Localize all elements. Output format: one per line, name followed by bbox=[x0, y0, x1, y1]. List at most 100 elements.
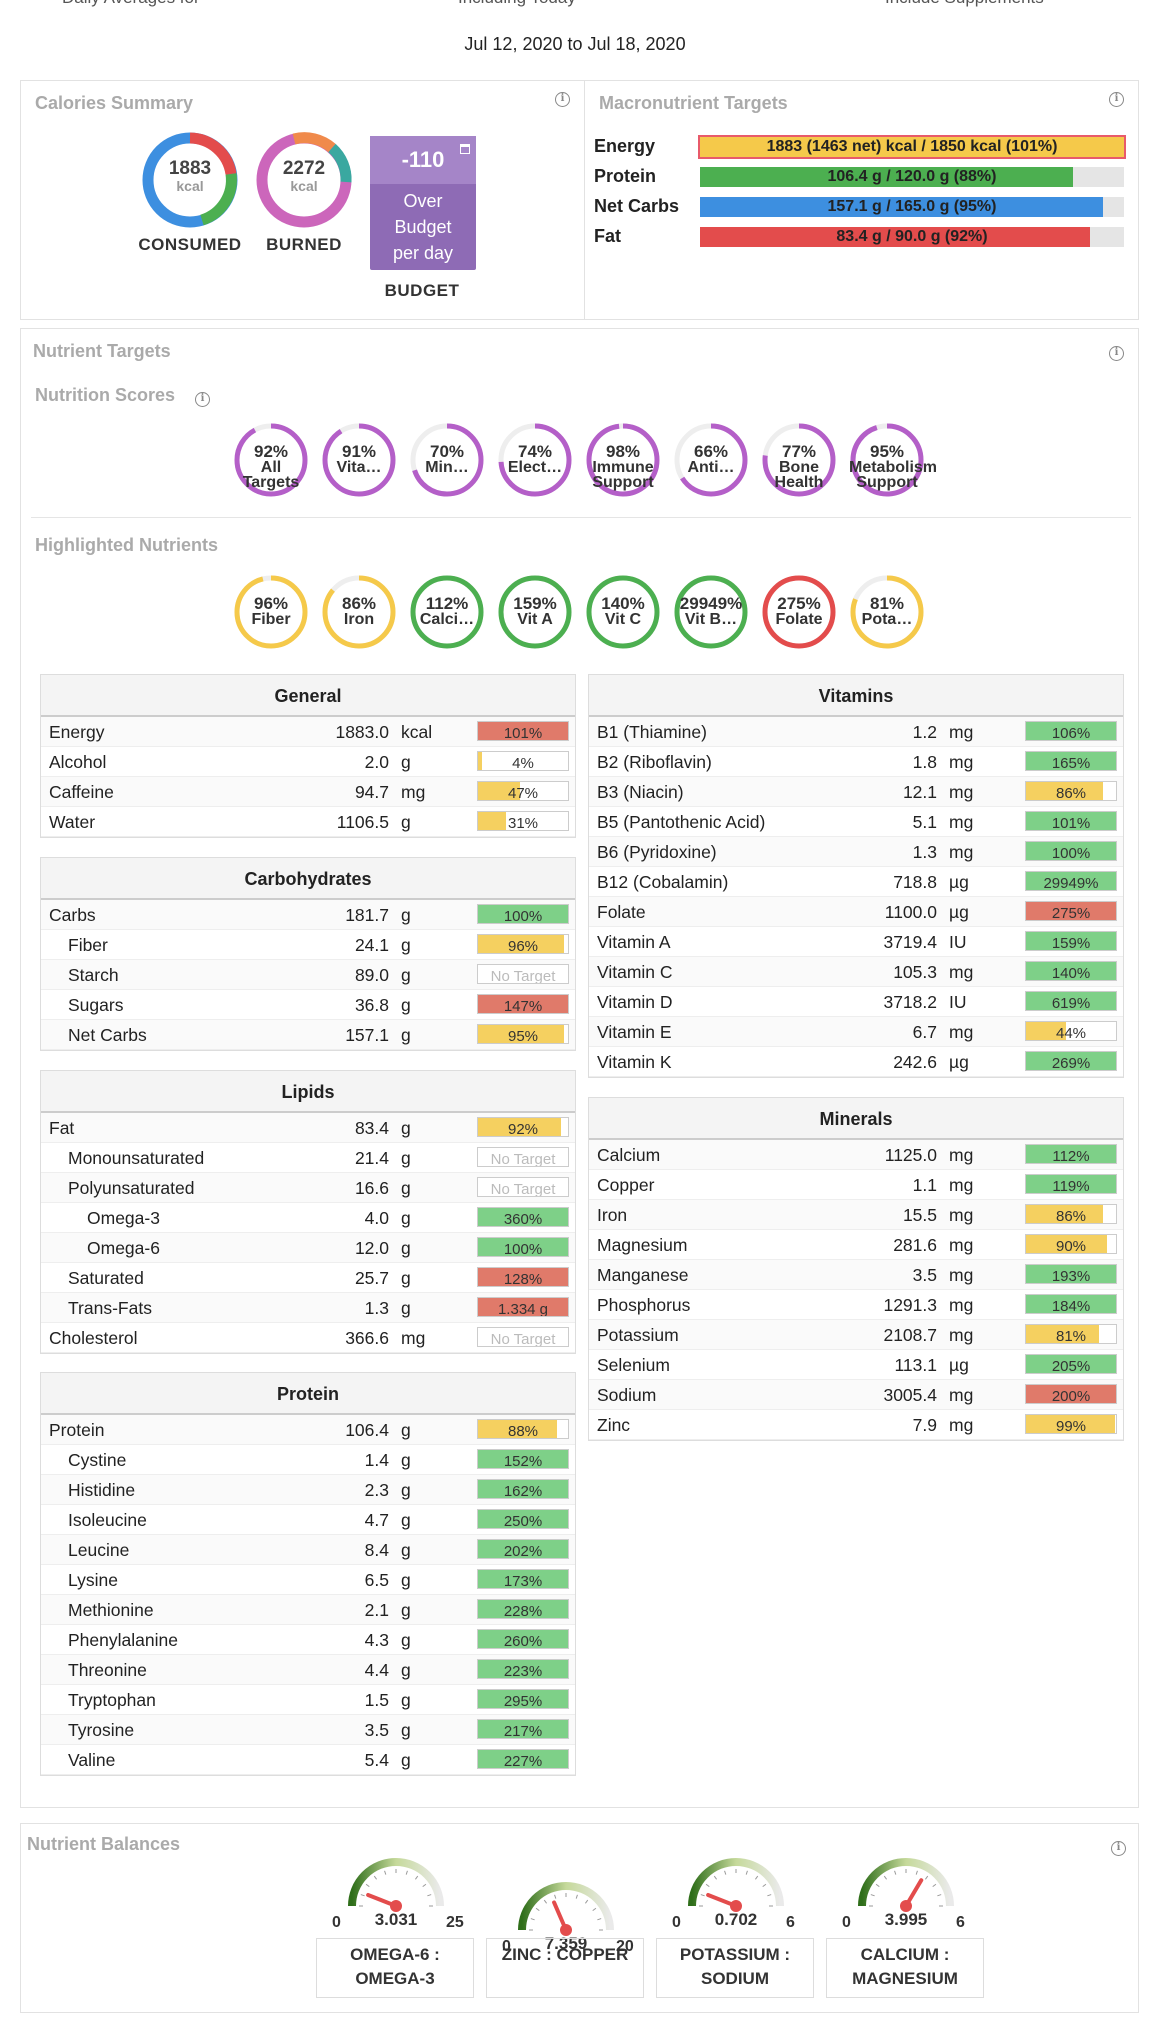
gauge-max: 6 bbox=[956, 1914, 965, 1931]
table-row[interactable]: Calcium 1125.0 mg 112% bbox=[589, 1140, 1123, 1170]
table-row[interactable]: Histidine 2.3 g 162% bbox=[41, 1475, 575, 1505]
table-row[interactable]: Selenium 113.1 µg 205% bbox=[589, 1350, 1123, 1380]
table-row[interactable]: Sugars 36.8 g 147% bbox=[41, 990, 575, 1020]
table-row[interactable]: Fiber 24.1 g 96% bbox=[41, 930, 575, 960]
table-row[interactable]: Cholesterol 366.6 mg No Target bbox=[41, 1323, 575, 1353]
table-row[interactable]: Fat 83.4 g 92% bbox=[41, 1113, 575, 1143]
table-row[interactable]: Vitamin E 6.7 mg 44% bbox=[589, 1017, 1123, 1047]
table-row[interactable]: Monounsaturated 21.4 g No Target bbox=[41, 1143, 575, 1173]
table-row[interactable]: Energy 1883.0 kcal 101% bbox=[41, 717, 575, 747]
table-row[interactable]: Zinc 7.9 mg 99% bbox=[589, 1410, 1123, 1440]
info-icon[interactable]: i bbox=[1111, 1841, 1126, 1856]
table-row[interactable]: Valine 5.4 g 227% bbox=[41, 1745, 575, 1775]
table-row[interactable]: Sodium 3005.4 mg 200% bbox=[589, 1380, 1123, 1410]
table-row[interactable]: B1 (Thiamine) 1.2 mg 106% bbox=[589, 717, 1123, 747]
table-row[interactable]: Vitamin D 3718.2 IU 619% bbox=[589, 987, 1123, 1017]
nutrition-score-ring[interactable]: 66% Anti… bbox=[673, 422, 749, 498]
table-row[interactable]: Water 1106.5 g 31% bbox=[41, 807, 575, 837]
nutrition-score-ring[interactable]: 98% Immune Support bbox=[585, 422, 661, 498]
table-row[interactable]: B6 (Pyridoxine) 1.3 mg 100% bbox=[589, 837, 1123, 867]
minimize-icon[interactable] bbox=[460, 144, 470, 154]
highlighted-nutrient-ring[interactable]: 275% Folate bbox=[761, 574, 837, 650]
table-row[interactable]: Threonine 4.4 g 223% bbox=[41, 1655, 575, 1685]
table-row[interactable]: Omega-3 4.0 g 360% bbox=[41, 1203, 575, 1233]
nutrient-name: Valine bbox=[68, 1750, 116, 1770]
info-icon[interactable]: i bbox=[195, 392, 210, 407]
macro-progress-bar[interactable]: 157.1 g / 165.0 g (95%) bbox=[700, 197, 1124, 217]
highlighted-nutrient-pct: 112% bbox=[425, 594, 469, 613]
balance-label-box[interactable]: POTASSIUM : SODIUM bbox=[656, 1938, 814, 1998]
balance-label-box[interactable]: ZINC : COPPER bbox=[486, 1938, 644, 1998]
table-row[interactable]: B2 (Riboflavin) 1.8 mg 165% bbox=[589, 747, 1123, 777]
table-row[interactable]: Saturated 25.7 g 128% bbox=[41, 1263, 575, 1293]
highlighted-nutrient-ring[interactable]: 81% Pota… bbox=[849, 574, 925, 650]
table-row[interactable]: Vitamin A 3719.4 IU 159% bbox=[589, 927, 1123, 957]
table-row[interactable]: Omega-6 12.0 g 100% bbox=[41, 1233, 575, 1263]
table-row[interactable]: Polyunsaturated 16.6 g No Target bbox=[41, 1173, 575, 1203]
nutrition-score-ring[interactable]: 74% Elect… bbox=[497, 422, 573, 498]
highlighted-nutrient-ring[interactable]: 96% Fiber bbox=[233, 574, 309, 650]
table-row[interactable]: Leucine 8.4 g 202% bbox=[41, 1535, 575, 1565]
nutrient-pct: 100% bbox=[503, 908, 543, 924]
macro-progress-bar[interactable]: 106.4 g / 120.0 g (88%) bbox=[700, 167, 1124, 187]
nutrient-progress-bar: 44% bbox=[1025, 1021, 1117, 1041]
nutrient-progress-fill bbox=[1026, 722, 1116, 740]
table-row[interactable]: Trans-Fats 1.3 g 1.334 g bbox=[41, 1293, 575, 1323]
highlighted-nutrient-ring[interactable]: 112% Calci… bbox=[409, 574, 485, 650]
table-row[interactable]: Caffeine 94.7 mg 47% bbox=[41, 777, 575, 807]
table-row[interactable]: Lysine 6.5 g 173% bbox=[41, 1565, 575, 1595]
table-row[interactable]: Methionine 2.1 g 228% bbox=[41, 1595, 575, 1625]
table-row[interactable]: Tyrosine 3.5 g 217% bbox=[41, 1715, 575, 1745]
table-row[interactable]: Folate 1100.0 µg 275% bbox=[589, 897, 1123, 927]
table-row[interactable]: Vitamin C 105.3 mg 140% bbox=[589, 957, 1123, 987]
nutrition-score-ring[interactable]: 77% Bone Health bbox=[761, 422, 837, 498]
nutrient-value: 83.4 bbox=[354, 1118, 389, 1138]
highlighted-nutrient-ring[interactable]: 140% Vit C bbox=[585, 574, 661, 650]
nutrient-value: 2.3 bbox=[364, 1480, 389, 1500]
macro-progress-bar[interactable]: 1883 (1463 net) kcal / 1850 kcal (101%) bbox=[698, 135, 1126, 159]
nutrient-progress-bar: 159% bbox=[1025, 931, 1117, 951]
table-row[interactable]: Magnesium 281.6 mg 90% bbox=[589, 1230, 1123, 1260]
table-row[interactable]: Net Carbs 157.1 g 95% bbox=[41, 1020, 575, 1050]
balance-gauge bbox=[518, 1882, 614, 1936]
nutrient-progress-fill bbox=[478, 1118, 561, 1136]
nutrient-progress-bar: 96% bbox=[477, 934, 569, 954]
balance-label-box[interactable]: OMEGA-6 : OMEGA-3 bbox=[316, 1938, 474, 1998]
nutrient-value: 1.2 bbox=[912, 722, 937, 742]
table-row[interactable]: Vitamin K 242.6 µg 269% bbox=[589, 1047, 1123, 1077]
nutrition-score-ring[interactable]: 70% Min… bbox=[409, 422, 485, 498]
highlighted-nutrient-ring[interactable]: 29949% Vit B… bbox=[673, 574, 749, 650]
info-icon[interactable]: i bbox=[1109, 346, 1124, 361]
budget-box[interactable]: -110 Over Budget per day bbox=[370, 136, 476, 270]
table-row[interactable]: Isoleucine 4.7 g 250% bbox=[41, 1505, 575, 1535]
table-row[interactable]: Phosphorus 1291.3 mg 184% bbox=[589, 1290, 1123, 1320]
nutrient-progress-fill bbox=[478, 905, 568, 923]
highlighted-nutrient-ring[interactable]: 86% Iron bbox=[321, 574, 397, 650]
table-row[interactable]: Carbs 181.7 g 100% bbox=[41, 900, 575, 930]
table-row[interactable]: Manganese 3.5 mg 193% bbox=[589, 1260, 1123, 1290]
table-row[interactable]: B3 (Niacin) 12.1 mg 86% bbox=[589, 777, 1123, 807]
table-row[interactable]: Tryptophan 1.5 g 295% bbox=[41, 1685, 575, 1715]
highlighted-nutrient-ring[interactable]: 159% Vit A bbox=[497, 574, 573, 650]
nutrition-score-ring[interactable]: 91% Vita… bbox=[321, 422, 397, 498]
table-row[interactable]: Potassium 2108.7 mg 81% bbox=[589, 1320, 1123, 1350]
table-row[interactable]: Phenylalanine 4.3 g 260% bbox=[41, 1625, 575, 1655]
balance-label-box[interactable]: CALCIUM : MAGNESIUM bbox=[826, 1938, 984, 1998]
macro-progress-bar[interactable]: 83.4 g / 90.0 g (92%) bbox=[700, 227, 1124, 247]
nutrient-progress-bar: 200% bbox=[1025, 1384, 1117, 1404]
nutrition-score-ring[interactable]: 95% Metabolism Support bbox=[849, 422, 937, 498]
info-icon[interactable]: i bbox=[1109, 92, 1124, 107]
table-row[interactable]: B12 (Cobalamin) 718.8 µg 29949% bbox=[589, 867, 1123, 897]
info-icon[interactable]: i bbox=[555, 92, 570, 107]
table-row[interactable]: Alcohol 2.0 g 4% bbox=[41, 747, 575, 777]
table-row[interactable]: Starch 89.0 g No Target bbox=[41, 960, 575, 990]
general-table: General Energy 1883.0 kcal 101% Alcohol 2.0 g 4%… bbox=[40, 674, 576, 838]
table-row[interactable]: Cystine 1.4 g 152% bbox=[41, 1445, 575, 1475]
nutrient-name: Vitamin A bbox=[597, 932, 671, 952]
macro-progress-fill bbox=[700, 167, 1074, 187]
table-row[interactable]: Protein 106.4 g 88% bbox=[41, 1415, 575, 1445]
table-row[interactable]: Iron 15.5 mg 86% bbox=[589, 1200, 1123, 1230]
nutrition-score-ring[interactable]: 92% All Targets bbox=[233, 422, 309, 498]
table-row[interactable]: Copper 1.1 mg 119% bbox=[589, 1170, 1123, 1200]
table-row[interactable]: B5 (Pantothenic Acid) 5.1 mg 101% bbox=[589, 807, 1123, 837]
